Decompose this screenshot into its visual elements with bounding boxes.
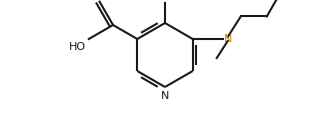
Text: N: N (161, 91, 169, 101)
Text: N: N (224, 34, 232, 44)
Text: Cl: Cl (160, 0, 171, 1)
Text: HO: HO (69, 42, 86, 52)
